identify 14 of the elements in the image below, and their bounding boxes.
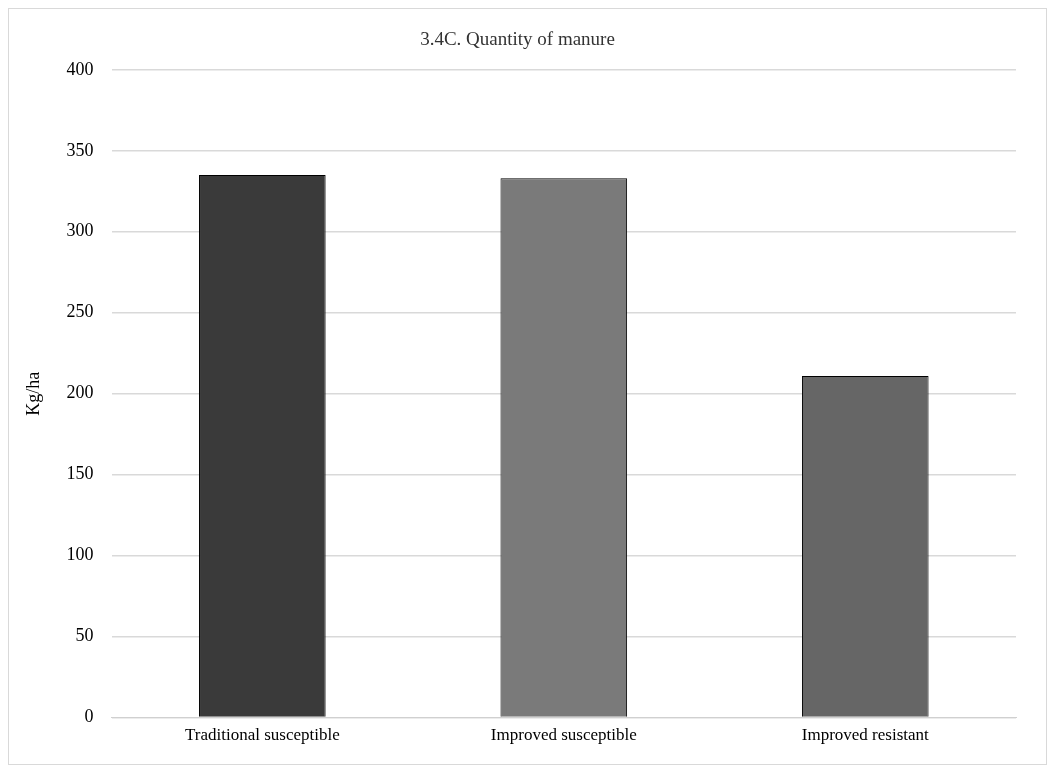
y-tick-label: 150 — [66, 463, 94, 484]
chart-title: 3.4C. Quantity of manure — [420, 28, 615, 50]
y-tick-label: 350 — [66, 139, 94, 160]
y-tick-label: 300 — [66, 220, 94, 241]
y-tick-label: 50 — [75, 625, 94, 646]
y-tick-label: 0 — [84, 706, 94, 727]
y-axis-title: Kg/ha — [22, 371, 43, 416]
y-tick-label: 400 — [66, 58, 94, 79]
x-tick-label: Traditional susceptible — [184, 725, 340, 745]
x-tick-label: Improved susceptible — [490, 725, 637, 745]
y-tick-label: 250 — [66, 301, 94, 322]
y-tick-label: 200 — [66, 382, 94, 403]
x-tick-label: Improved resistant — [801, 725, 930, 745]
y-tick-label: 100 — [66, 544, 94, 565]
